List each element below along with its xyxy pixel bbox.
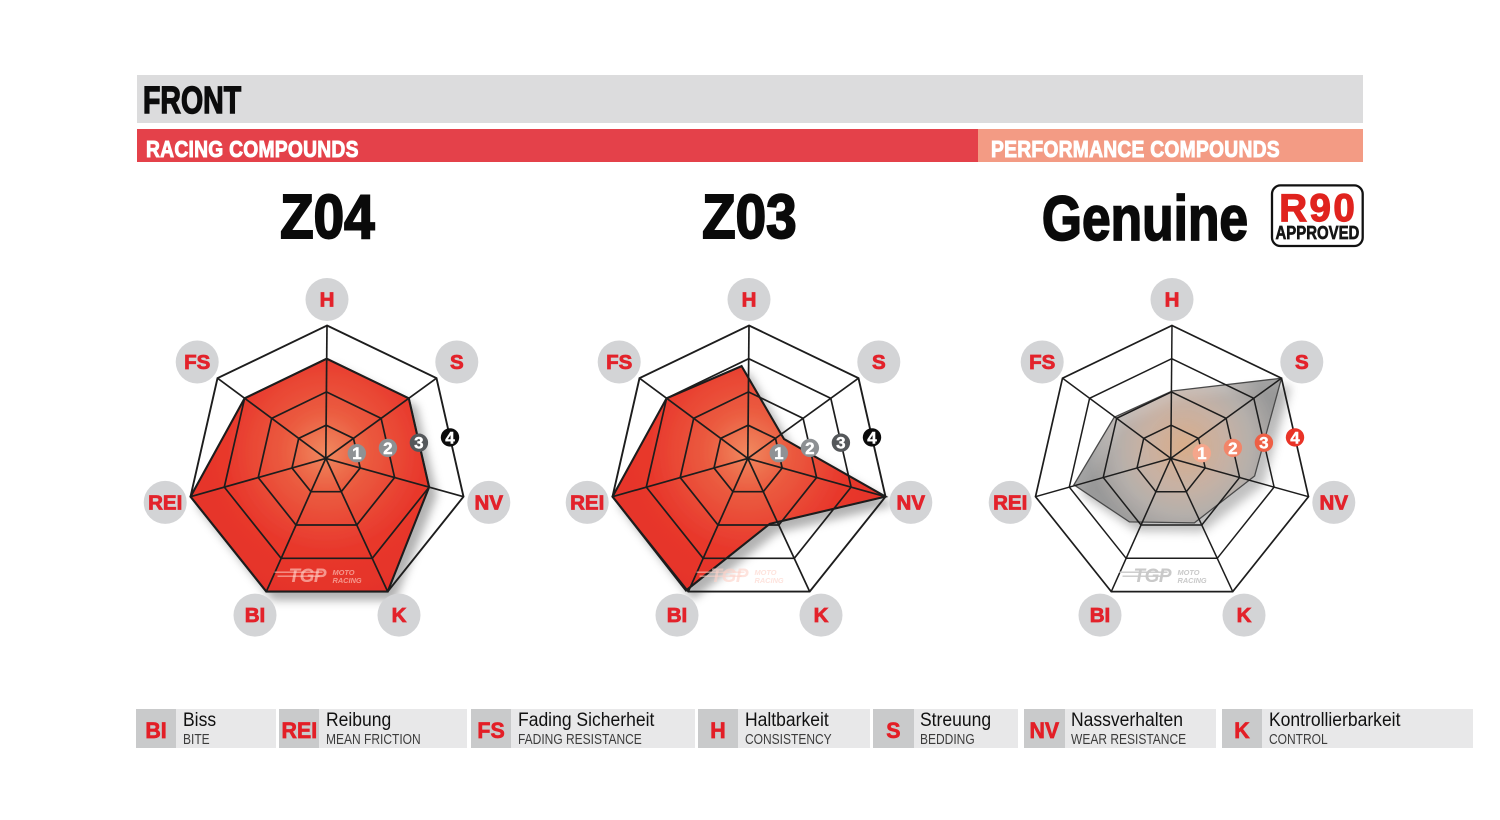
svg-text:3: 3 [836, 434, 845, 453]
svg-text:3: 3 [1259, 434, 1268, 453]
svg-text:REI: REI [148, 491, 182, 514]
svg-text:3: 3 [414, 434, 423, 453]
svg-text:REI: REI [570, 491, 604, 514]
svg-text:MOTO: MOTO [333, 568, 355, 577]
svg-text:S: S [872, 351, 886, 374]
svg-text:R90: R90 [1279, 187, 1355, 230]
svg-text:2: 2 [383, 439, 392, 458]
svg-text:2: 2 [1228, 439, 1237, 458]
svg-text:K: K [814, 604, 829, 627]
svg-text:2: 2 [805, 439, 814, 458]
svg-text:H: H [742, 289, 757, 312]
svg-text:MOTO: MOTO [755, 568, 777, 577]
svg-text:H: H [320, 289, 335, 312]
svg-text:1: 1 [1197, 444, 1206, 463]
svg-text:FS: FS [606, 351, 632, 374]
svg-text:APPROVED: APPROVED [1275, 223, 1359, 244]
svg-text:K: K [392, 604, 407, 627]
svg-text:FS: FS [184, 351, 210, 374]
svg-text:4: 4 [867, 428, 877, 447]
svg-text:NV: NV [475, 491, 504, 514]
svg-text:1: 1 [352, 444, 361, 463]
svg-text:BI: BI [1090, 604, 1111, 627]
svg-text:K: K [1237, 604, 1252, 627]
svg-text:NV: NV [897, 491, 926, 514]
svg-text:FS: FS [1029, 351, 1055, 374]
svg-text:BI: BI [245, 604, 266, 627]
svg-text:S: S [450, 351, 464, 374]
svg-text:RACING: RACING [1178, 576, 1207, 585]
svg-text:MOTO: MOTO [1178, 568, 1200, 577]
svg-text:NV: NV [1320, 491, 1349, 514]
svg-text:H: H [1165, 289, 1180, 312]
svg-text:RACING: RACING [755, 576, 784, 585]
svg-text:BI: BI [667, 604, 688, 627]
svg-text:S: S [1295, 351, 1309, 374]
svg-text:1: 1 [774, 444, 783, 463]
svg-text:4: 4 [1290, 428, 1300, 447]
svg-text:REI: REI [993, 491, 1027, 514]
svg-text:4: 4 [445, 428, 455, 447]
svg-text:RACING: RACING [333, 576, 362, 585]
